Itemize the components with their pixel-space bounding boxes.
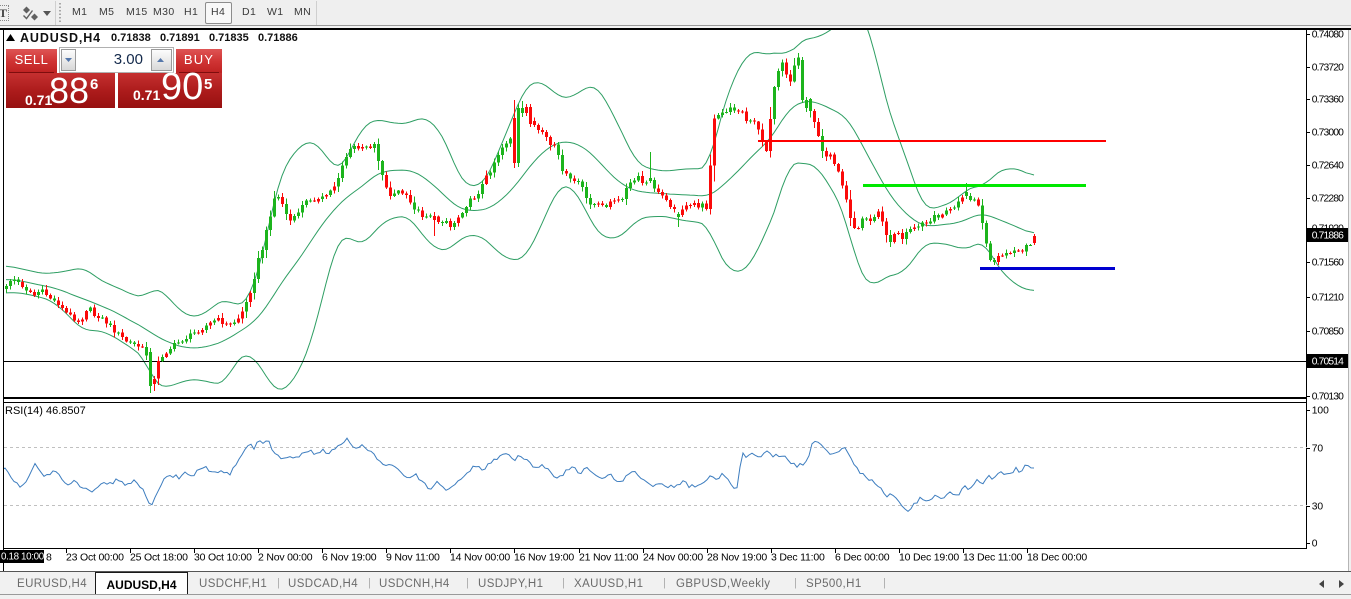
svg-text:23 Oct 00:00: 23 Oct 00:00 — [66, 552, 124, 564]
svg-text:10 Dec 19:00: 10 Dec 19:00 — [899, 552, 959, 564]
svg-text:0.71210: 0.71210 — [1312, 293, 1344, 304]
svg-text:6 Dec 00:00: 6 Dec 00:00 — [835, 552, 890, 564]
svg-text:13 Dec 11:00: 13 Dec 11:00 — [963, 552, 1023, 564]
svg-text:0.74080: 0.74080 — [1312, 30, 1344, 41]
svg-text:70: 70 — [1312, 444, 1324, 455]
svg-text:0.70130: 0.70130 — [1312, 392, 1344, 403]
svg-text:18 Dec 00:00: 18 Dec 00:00 — [1027, 552, 1087, 564]
svg-text:0.71886: 0.71886 — [1312, 231, 1344, 242]
svg-text:30: 30 — [1312, 502, 1324, 513]
svg-text:21 Nov 11:00: 21 Nov 11:00 — [579, 552, 639, 564]
svg-text:9 Nov 11:00: 9 Nov 11:00 — [386, 552, 440, 564]
svg-text:0.72280: 0.72280 — [1312, 194, 1344, 205]
svg-text:24 Nov 00:00: 24 Nov 00:00 — [643, 552, 703, 564]
svg-text:6 Nov 19:00: 6 Nov 19:00 — [322, 552, 377, 564]
svg-text:3 Dec 11:00: 3 Dec 11:00 — [771, 552, 825, 564]
svg-text:8: 8 — [46, 552, 52, 564]
svg-text:25 Oct 18:00: 25 Oct 18:00 — [130, 552, 188, 564]
svg-text:0.70514: 0.70514 — [1312, 357, 1344, 368]
svg-text:0.73000: 0.73000 — [1312, 128, 1344, 139]
svg-text:14 Nov 00:00: 14 Nov 00:00 — [450, 552, 510, 564]
svg-text:0.18 10:00: 0.18 10:00 — [1, 552, 45, 563]
svg-text:0: 0 — [1312, 539, 1318, 550]
svg-text:28 Nov 19:00: 28 Nov 19:00 — [707, 552, 767, 564]
svg-text:16 Nov 19:00: 16 Nov 19:00 — [514, 552, 574, 564]
svg-text:100: 100 — [1312, 406, 1329, 417]
svg-text:0.72640: 0.72640 — [1312, 161, 1344, 172]
svg-text:0.71560: 0.71560 — [1312, 258, 1344, 269]
svg-text:30 Oct 10:00: 30 Oct 10:00 — [194, 552, 252, 564]
svg-text:2 Nov 00:00: 2 Nov 00:00 — [258, 552, 313, 564]
svg-text:0.70850: 0.70850 — [1312, 327, 1344, 338]
svg-text:0.73720: 0.73720 — [1312, 63, 1344, 74]
svg-text:0.73360: 0.73360 — [1312, 95, 1344, 106]
